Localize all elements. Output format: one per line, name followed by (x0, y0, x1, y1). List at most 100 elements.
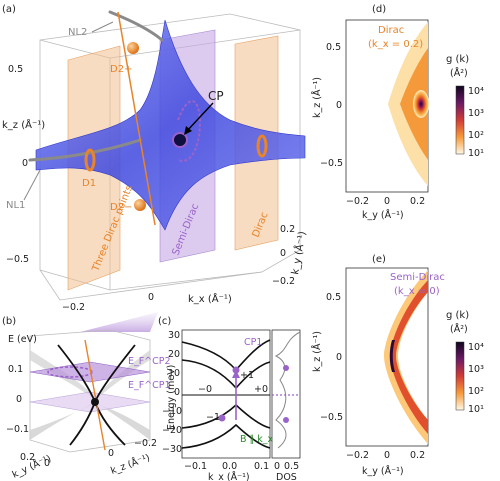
c-ylabel: Energy (meV) (166, 365, 177, 430)
c-dos-curve (274, 331, 301, 449)
panel-c-label: (c) (158, 316, 171, 327)
b-ky-tick-0: 0.2 (20, 452, 35, 463)
e-cbar-unit: (Å²) (450, 323, 468, 335)
c-purple-arrowhead (232, 370, 240, 378)
d-heatmap-core (413, 90, 429, 118)
a-ky-tick-2: −0.2 (272, 276, 295, 287)
c-xtick-0: −0.1 (184, 461, 207, 472)
label-NL1: NL1 (6, 200, 25, 211)
d-xlabel: k_y (Å⁻¹) (362, 209, 404, 221)
e-cbar-tick-3: 10¹ (468, 404, 484, 415)
c-plus1: +1 (240, 370, 254, 381)
label-D2plus: D2+ (110, 64, 132, 75)
c-minus0: −0 (198, 384, 212, 395)
nl2-pointer (91, 21, 114, 33)
b-e-tick-2: −0.1 (6, 424, 29, 435)
c-minus1: −1 (206, 412, 220, 423)
zoom-wedge (80, 312, 158, 332)
d-xtick-0: −0.2 (346, 196, 369, 207)
ring-D1 (84, 148, 96, 172)
e-title-2: (k_x = 0) (394, 286, 440, 297)
c-ytick-6: −30 (162, 444, 182, 455)
c-dos-tick-1: 0.5 (284, 461, 299, 472)
c-ytick-4: −10 (162, 406, 182, 417)
d-title-2: (k_x = 0.2) (368, 39, 423, 50)
d-colorbar (455, 85, 465, 155)
panel-a-label: (a) (2, 4, 16, 15)
c-ytick-2: 10 (168, 368, 180, 379)
panel-b-label: (b) (2, 316, 16, 327)
e-cbar-tick-0: 10⁴ (468, 342, 484, 353)
label-CP: CP (208, 89, 224, 103)
a-kz-label: k_z (Å⁻¹) (2, 118, 45, 131)
d-ytick-2: −0.5 (320, 158, 343, 169)
label-NL2: NL2 (68, 27, 87, 38)
b-kz-tick-0: 0 (108, 448, 114, 459)
label-D2minus: D2− (110, 202, 132, 213)
b-e-tick-1: 0 (16, 394, 22, 405)
a-kx-tick-0: −0.2 (62, 302, 85, 313)
b-kz-label: k_z (Å⁻¹) (109, 452, 152, 477)
c-dos-tick-0: 0 (274, 461, 280, 472)
b-ky-tick-1: 0 (44, 458, 50, 469)
purple-loop (177, 100, 202, 162)
d-title-1: Dirac (378, 25, 404, 36)
b-band-1 (57, 344, 126, 446)
c-dos-dot-1 (283, 365, 289, 371)
a-ky-tick-0: 0.2 (280, 224, 295, 235)
e-heatmap-mid (390, 280, 428, 434)
d-cbar-title: g (k) (446, 54, 469, 65)
c-plus0: +0 (254, 384, 268, 395)
b-dash-loop (47, 366, 93, 378)
a-ky-tick-1: 0 (280, 248, 286, 259)
c-point-minus1 (218, 414, 226, 422)
e-title-1: Semi-Dirac (390, 272, 445, 283)
b-ef-cp2: E_F^CP2 (128, 356, 171, 367)
c-ytick-0: 30 (168, 330, 180, 341)
a-ky-label: k_y (Å⁻¹) (288, 230, 308, 276)
a-kz-tick-0: 0.5 (8, 64, 23, 75)
c-dos-dot-2 (283, 417, 289, 423)
a-kz-tick-2: −0.5 (6, 254, 29, 265)
b-cp-point (91, 398, 99, 406)
d-ylabel: k_z (Å⁻¹) (311, 77, 323, 118)
b-kz-tick-1: −0.2 (134, 438, 157, 449)
e-colorbar (455, 341, 465, 411)
c-plot-frame (181, 329, 271, 459)
nl1-pointer (23, 169, 41, 201)
orange-line (117, 11, 156, 226)
label-D1: D1 (82, 178, 96, 189)
c-xtick-2: 0.1 (254, 461, 269, 472)
e-heatmap-core (389, 340, 395, 372)
c-ytick-5: −20 (162, 425, 182, 436)
b-orange-line (84, 339, 106, 451)
c-point-plus1 (232, 366, 240, 374)
c-xlabel: k_x (Å⁻¹) (208, 471, 250, 481)
c-cp1: CP1 (244, 337, 262, 348)
a-kx-tick-1: 0 (148, 292, 154, 303)
c-field: B ∥ k_x (240, 434, 274, 445)
b-ef-cp1: E_F^CP1 (128, 380, 171, 391)
e-cbar-title: g (k) (446, 310, 469, 321)
b-plane-cp1 (29, 391, 151, 413)
point-D2plus (127, 42, 139, 54)
e-xlabel: k_y (Å⁻¹) (362, 465, 404, 477)
d-cbar-tick-3: 10¹ (468, 148, 484, 159)
c-xtick-1: 0.0 (222, 461, 237, 472)
d-ytick-1: 0 (336, 100, 342, 111)
e-xtick-0: −0.2 (346, 450, 369, 461)
a-kx-label: k_x (Å⁻¹) (188, 292, 232, 305)
d-ytick-0: 0.5 (326, 42, 341, 53)
c-ytick-1: 20 (168, 349, 180, 360)
nodal-line-NL2 (108, 10, 164, 42)
b-e-label: E (eV) (8, 334, 37, 345)
cp-arrowhead (184, 126, 192, 135)
e-xtick-1: 0 (384, 450, 390, 461)
d-cbar-unit: (Å²) (450, 67, 468, 79)
e-ytick-0: 0.5 (326, 292, 341, 303)
c-dos-label: DOS (276, 472, 297, 481)
e-ylabel: k_z (Å⁻¹) (311, 331, 323, 372)
d-cbar-tick-1: 10³ (468, 108, 484, 119)
ring-right (256, 134, 268, 158)
